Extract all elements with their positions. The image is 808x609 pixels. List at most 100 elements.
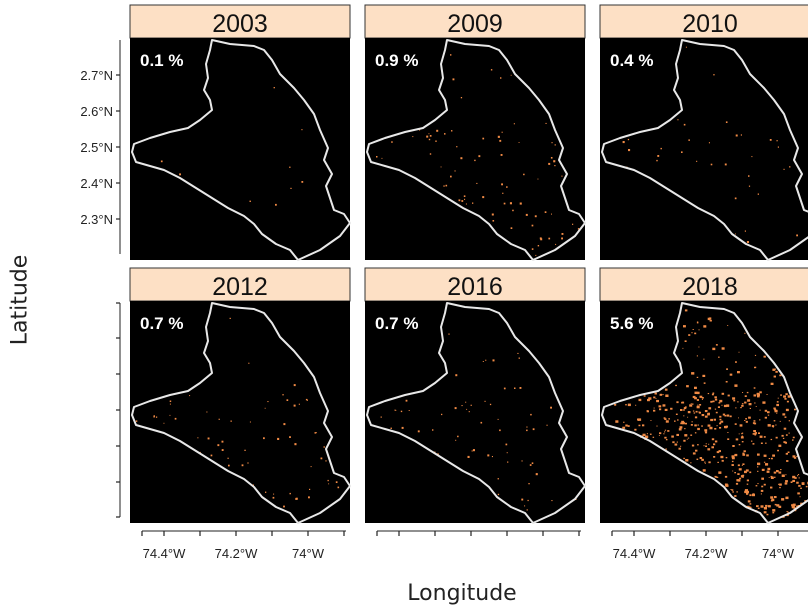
change-pixel — [677, 419, 679, 421]
change-pixel — [776, 412, 778, 414]
change-pixel — [691, 421, 693, 423]
change-pixel — [650, 420, 652, 421]
change-pixel — [315, 432, 317, 434]
change-pixel — [768, 477, 770, 478]
change-pixel — [727, 438, 730, 440]
change-pixel — [757, 505, 759, 507]
change-pixel — [718, 450, 721, 453]
change-pixel — [674, 420, 676, 422]
change-pixel — [746, 241, 749, 244]
change-pixel — [783, 427, 787, 430]
map-area: 0.1 % — [130, 38, 351, 261]
change-pixel — [742, 463, 745, 465]
change-pixel — [767, 424, 771, 427]
change-pixel — [668, 418, 670, 420]
change-pixel — [337, 486, 340, 489]
change-pixel — [169, 403, 171, 405]
change-pixel — [691, 403, 694, 405]
change-pixel — [727, 394, 730, 397]
change-pixel — [731, 464, 734, 466]
change-pixel — [763, 507, 767, 510]
change-pixel — [657, 155, 660, 157]
change-pixel — [712, 400, 715, 403]
change-pixel — [682, 347, 684, 349]
change-pixel — [701, 414, 705, 417]
change-pixel — [455, 374, 458, 377]
change-pixel — [550, 157, 553, 159]
change-pixel — [476, 182, 478, 184]
change-pixel — [305, 398, 308, 401]
change-pixel — [510, 74, 512, 76]
change-pixel — [719, 427, 722, 429]
change-pixel — [561, 233, 564, 235]
change-pixel — [754, 434, 757, 436]
change-pixel — [715, 411, 718, 414]
change-pixel — [785, 408, 789, 412]
change-pixel — [796, 455, 798, 457]
change-pixel — [744, 470, 747, 474]
change-pixel — [714, 396, 717, 399]
change-pixel — [786, 400, 789, 403]
change-pixel — [277, 437, 280, 440]
change-pixel — [521, 498, 524, 501]
change-pixel — [306, 399, 308, 401]
change-pixel — [441, 413, 443, 416]
change-pixel — [551, 213, 552, 215]
change-pixel — [676, 441, 678, 443]
change-pixel — [551, 142, 553, 144]
change-pixel — [454, 170, 456, 172]
change-pixel — [752, 422, 756, 424]
map-background — [600, 301, 808, 523]
change-pixel — [660, 147, 662, 150]
change-pixel — [762, 401, 766, 404]
change-pixel — [779, 483, 782, 486]
change-pixel — [782, 413, 786, 416]
change-pixel — [654, 392, 657, 395]
change-pixel — [684, 428, 686, 430]
change-pixel — [646, 410, 649, 412]
change-pixel — [506, 186, 508, 188]
change-pixel — [754, 432, 757, 435]
change-pixel — [735, 233, 736, 235]
change-pixel — [696, 322, 699, 324]
change-pixel — [737, 401, 739, 403]
change-pixel — [761, 477, 764, 480]
change-pixel — [784, 441, 787, 444]
panel-strip — [129, 4, 351, 39]
change-pixel — [695, 449, 698, 452]
change-pixel — [491, 213, 494, 216]
change-pixel — [634, 428, 637, 431]
change-pixel — [510, 227, 513, 229]
change-pixel — [797, 475, 799, 477]
x-axis: 74.4°W 74.2°W 74°W — [611, 530, 808, 561]
change-pixel — [734, 423, 737, 425]
change-pixel — [692, 410, 695, 412]
change-pixel — [780, 469, 782, 471]
map-background — [130, 301, 350, 523]
change-pixel — [776, 140, 778, 142]
change-pixel — [690, 424, 693, 426]
change-pixel — [482, 137, 485, 140]
change-pixels — [376, 54, 580, 256]
change-pixel — [701, 425, 703, 427]
change-pixel — [777, 146, 779, 148]
change-pixel — [432, 429, 434, 431]
change-pixel — [697, 444, 699, 446]
change-pixel — [772, 511, 775, 514]
change-pixel — [206, 411, 208, 413]
change-pixel — [801, 482, 805, 485]
change-pixel — [760, 442, 763, 444]
panel-strip — [129, 267, 351, 302]
change-pixel — [788, 420, 790, 422]
change-pixel — [721, 392, 725, 395]
change-pixel — [561, 175, 563, 177]
change-pixel — [667, 430, 670, 432]
change-pixel — [531, 248, 534, 250]
change-pixel — [724, 425, 727, 429]
change-pixel — [805, 485, 808, 488]
change-pixel — [229, 317, 231, 319]
y-tick-label: 2.6°N — [80, 104, 113, 119]
change-pixel — [544, 211, 547, 213]
change-pixel — [298, 403, 300, 405]
change-pixel — [784, 398, 787, 400]
